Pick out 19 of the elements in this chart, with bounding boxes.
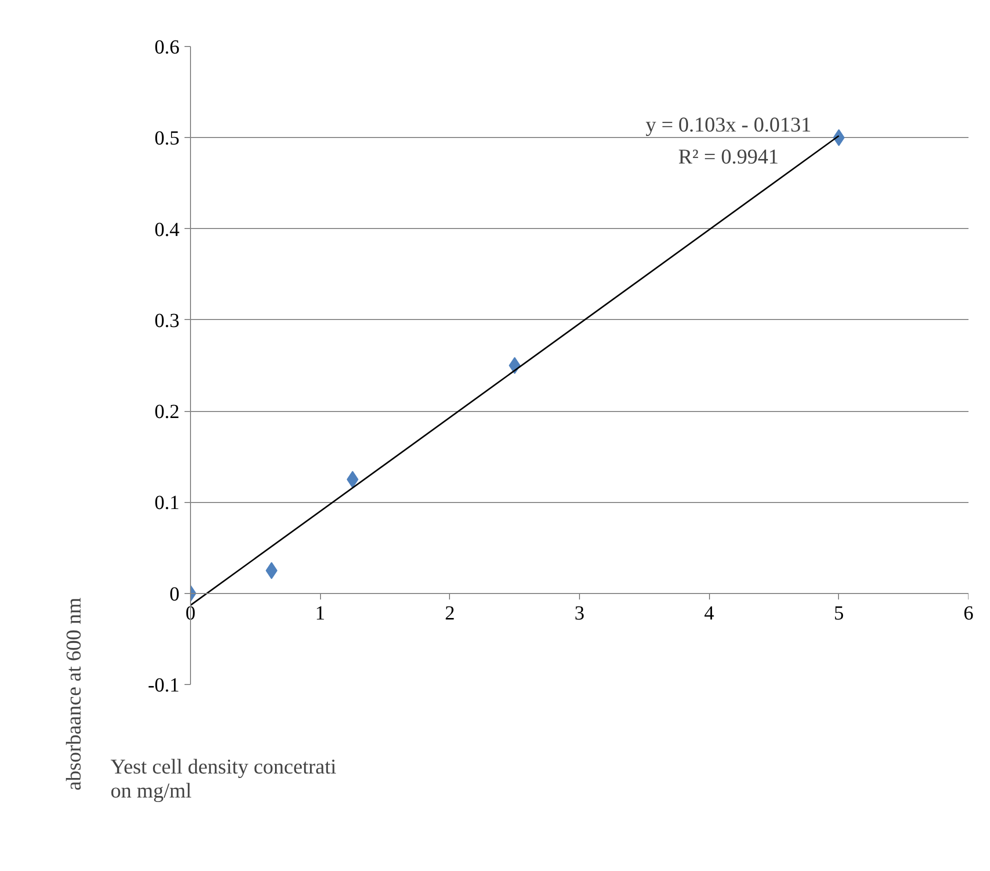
x-tick-label: 1 (315, 602, 326, 624)
annotation: R² = 0.9941 (678, 144, 779, 168)
y-axis-title: absorbaance at 600 nm (62, 597, 86, 790)
y-tick-label: 0.2 (154, 401, 180, 424)
x-tick-label: 2 (444, 602, 455, 624)
x-tick-label: 3 (574, 602, 584, 624)
annotation: y = 0.103x - 0.0131 (646, 112, 812, 136)
x-axis-title: Yest cell density concetrati on mg/ml (110, 754, 337, 802)
y-tick-label: -0.1 (148, 674, 180, 696)
y-tick-label: 0.3 (154, 310, 180, 332)
y-tick-label: 0 (170, 583, 180, 606)
y-tick-label: 0.6 (154, 36, 180, 58)
x-tick-label: 0 (186, 602, 196, 624)
x-tick-label: 6 (964, 602, 974, 624)
x-tick-label: 5 (834, 602, 844, 624)
y-tick-label: 0.5 (154, 128, 180, 150)
y-tick-label: 0.1 (154, 492, 180, 514)
x-tick-label: 4 (704, 602, 714, 624)
y-tick-label: 0.4 (154, 218, 180, 241)
